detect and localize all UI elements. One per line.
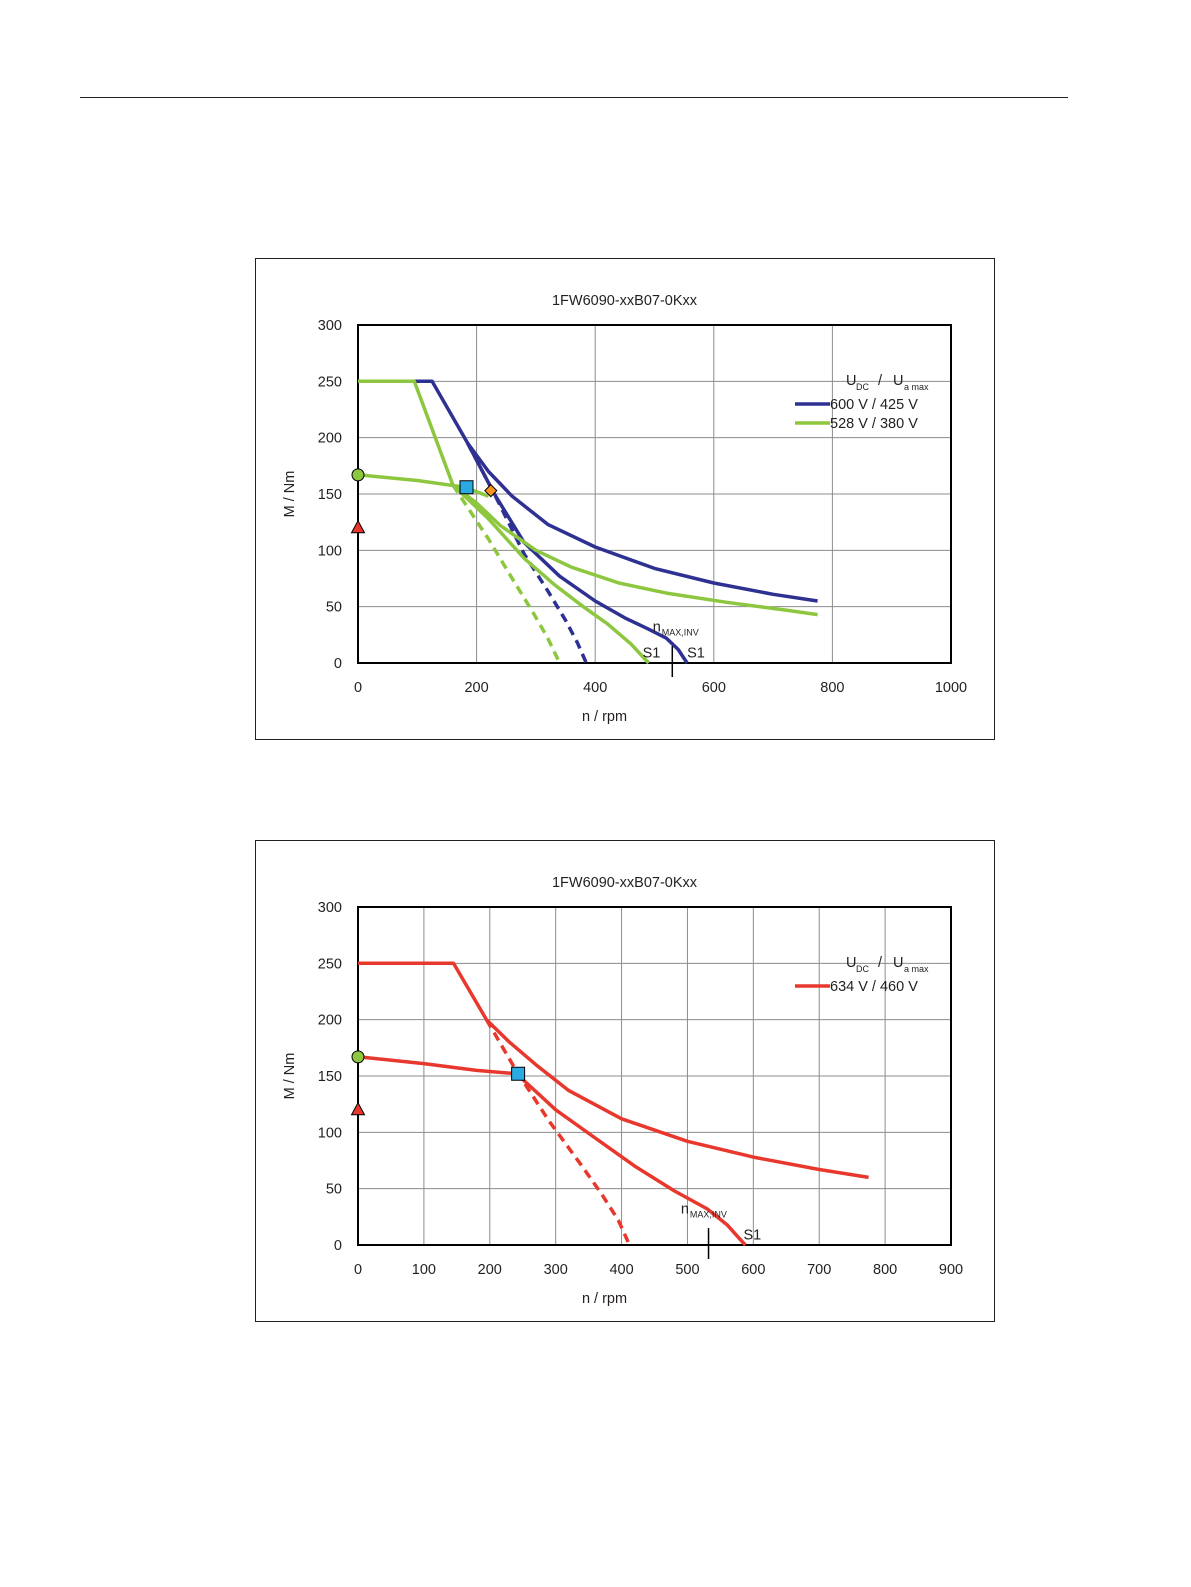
annotation-subscript: MAX,INV — [662, 627, 699, 637]
legend-header-u: U — [846, 373, 856, 389]
y-tick-label: 150 — [318, 1069, 342, 1085]
annotation-label: S1 — [687, 645, 705, 661]
x-tick-label: 600 — [741, 1262, 765, 1278]
y-tick-label: 250 — [318, 956, 342, 972]
legend-header-dc: DC — [856, 964, 869, 974]
annotation-label: n — [653, 619, 661, 635]
y-tick-label: 200 — [318, 431, 342, 447]
series-line-0 — [358, 379, 818, 603]
grid-lines — [358, 325, 951, 663]
y-tick-label: 300 — [318, 318, 342, 334]
x-tick-label: 200 — [464, 680, 488, 696]
y-tick-label: 100 — [318, 543, 342, 559]
chart-title: 1FW6090-xxB07-0Kxx — [552, 875, 698, 891]
y-tick-label: 300 — [318, 900, 342, 916]
chart-panel-2: 1FW6090-xxB07-0Kxx 0 100 200 300 400 500 600 700… — [255, 840, 995, 1322]
marker-circle — [351, 1050, 365, 1064]
x-tick-label: 300 — [544, 1262, 568, 1278]
annotation-subscript: MAX,INV — [690, 1209, 727, 1219]
annotation-label: n — [681, 1201, 689, 1217]
x-tick-label: 800 — [820, 680, 844, 696]
y-tick-label: 100 — [318, 1125, 342, 1141]
x-tick-label: 0 — [354, 1262, 362, 1278]
legend-header-sep: / — [878, 955, 883, 971]
marker-square — [459, 480, 474, 495]
legend-header-u2: U — [893, 955, 903, 971]
series-line-5 — [451, 483, 650, 665]
marker-circle — [351, 468, 365, 482]
grid-lines — [358, 907, 951, 1245]
legend-header-sep: / — [878, 373, 883, 389]
x-tick-label: 100 — [412, 1262, 436, 1278]
x-tick-label: 800 — [873, 1262, 897, 1278]
legend-header-amax: a max — [904, 964, 929, 974]
x-tick-label: 900 — [939, 1262, 963, 1278]
chart-title: 1FW6090-xxB07-0Kxx — [552, 293, 698, 309]
x-tick-label: 200 — [478, 1262, 502, 1278]
x-tick-label: 400 — [583, 680, 607, 696]
marker-square — [511, 1066, 526, 1081]
y-axis-label: M / Nm — [282, 1053, 298, 1100]
series-line-2 — [466, 442, 588, 664]
marker-triangle — [350, 519, 366, 534]
series-line-2 — [521, 1078, 747, 1247]
y-tick-label: 50 — [326, 600, 342, 616]
x-axis-label: n / rpm — [582, 709, 627, 725]
marker-triangle — [350, 1101, 366, 1116]
x-tick-label: 700 — [807, 1262, 831, 1278]
x-tick-label: 400 — [609, 1262, 633, 1278]
series-line-3 — [358, 379, 818, 617]
y-tick-label: 50 — [326, 1182, 342, 1198]
annotation-label: S1 — [643, 645, 661, 661]
y-tick-label: 200 — [318, 1013, 342, 1029]
series-line-0 — [358, 961, 869, 1180]
x-axis-label: n / rpm — [582, 1291, 627, 1307]
y-tick-label: 0 — [334, 656, 342, 672]
chart-panel-1: 1FW6090-xxB07-0Kxx 0 200 400 600 800 1000 0 50 10… — [255, 258, 995, 740]
y-tick-label: 0 — [334, 1238, 342, 1254]
x-tick-label: 1000 — [935, 680, 967, 696]
y-tick-label: 250 — [318, 374, 342, 390]
legend-header-u: U — [846, 955, 856, 971]
x-tick-label: 0 — [354, 680, 362, 696]
legend-entry: 528 V / 380 V — [830, 416, 918, 432]
series-line-3 — [484, 1018, 632, 1246]
marker-diamond — [484, 483, 498, 498]
x-tick-label: 600 — [702, 680, 726, 696]
series-line-1 — [466, 442, 689, 664]
top-rule — [80, 97, 1068, 98]
legend-entry: 600 V / 425 V — [830, 397, 918, 413]
plot-area-border — [357, 906, 952, 1246]
legend-header-amax: a max — [904, 382, 929, 392]
torque-speed-chart-1: 1FW6090-xxB07-0Kxx 0 200 400 600 800 1000 0 50 10… — [282, 293, 967, 725]
legend-header-dc: DC — [856, 382, 869, 392]
series-line-4 — [357, 473, 490, 498]
x-tick-label: 500 — [675, 1262, 699, 1278]
legend-entry: 634 V / 460 V — [830, 979, 918, 995]
legend-header-u2: U — [893, 373, 903, 389]
series-line-6 — [451, 484, 562, 664]
y-axis-label: M / Nm — [282, 471, 298, 518]
plot-area-border — [357, 324, 952, 664]
y-tick-label: 150 — [318, 487, 342, 503]
annotation-label: S1 — [743, 1227, 761, 1243]
